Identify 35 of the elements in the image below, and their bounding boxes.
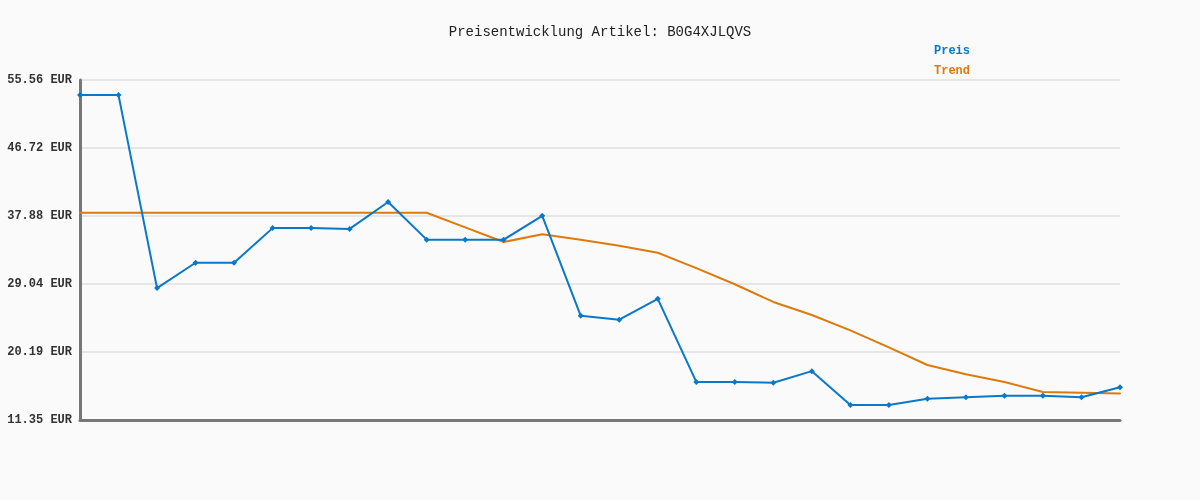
point	[654, 295, 661, 302]
point	[808, 368, 815, 375]
y-tick-label: 55.56 EUR	[7, 73, 73, 87]
y-tick-label: 46.72 EUR	[7, 140, 73, 155]
point	[962, 394, 969, 401]
point	[308, 225, 315, 232]
text: Preis	[933, 44, 971, 58]
text: Trend	[933, 64, 971, 78]
chart-title: Preisentwicklung Artikel: B0G4XJLQVS	[448, 24, 752, 40]
point	[231, 259, 238, 266]
point	[539, 212, 546, 219]
point	[154, 285, 161, 292]
point	[500, 236, 507, 243]
point	[1117, 384, 1123, 391]
point	[423, 236, 430, 243]
point	[346, 225, 353, 232]
y-tick-label: 29.04 EUR	[7, 276, 73, 291]
point	[770, 379, 777, 386]
y-tick-label: 20.19 EUR	[7, 345, 73, 360]
point	[385, 198, 392, 205]
point	[192, 259, 199, 266]
y-tick-label: 37.88 EUR	[7, 208, 73, 223]
point	[616, 316, 623, 323]
point	[847, 402, 854, 408]
y-tick-label: 11.35 EUR	[7, 413, 73, 427]
point	[1039, 392, 1046, 399]
point	[924, 395, 931, 402]
point	[1001, 392, 1008, 399]
point	[462, 236, 469, 243]
point	[269, 225, 276, 232]
point	[115, 92, 122, 99]
point	[577, 312, 584, 319]
point	[77, 92, 83, 99]
point	[693, 378, 700, 385]
point	[1078, 394, 1085, 401]
